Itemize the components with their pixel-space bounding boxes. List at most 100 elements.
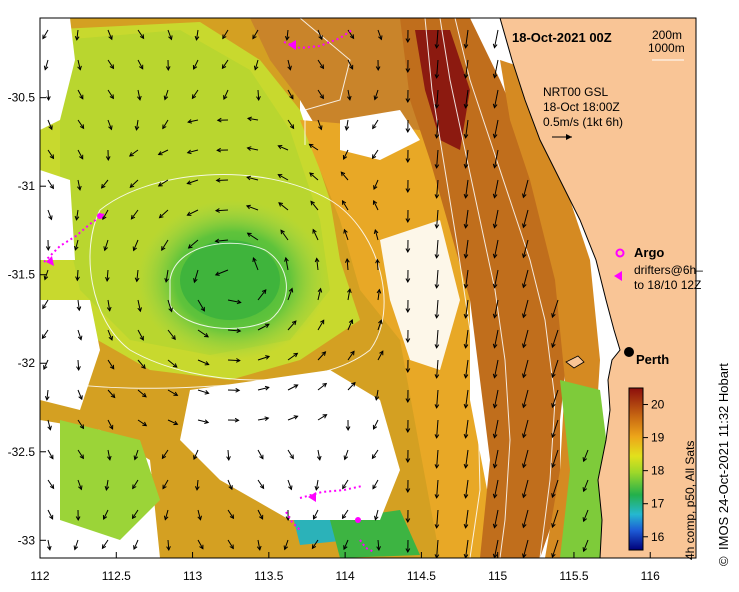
current-vector-head [100,183,106,189]
current-vector-head [551,523,556,529]
current-vector-head [204,333,209,338]
current-vector-head [372,124,377,130]
current-vector [465,269,469,288]
current-vector-head [223,95,228,101]
current-vector [42,29,49,39]
current-vector [43,359,49,370]
current-vector [77,359,80,371]
current-vector-head [79,454,84,460]
current-vector-head [49,154,55,160]
current-scale-arrowhead [566,134,572,140]
current-vector [197,359,209,366]
current-vector-head [318,125,323,131]
current-vector-head [376,288,382,294]
coastline [499,18,621,558]
current-vector [347,289,351,301]
current-vector-head [161,246,166,251]
current-vector-head [522,433,527,439]
current-vector-head [108,125,113,131]
current-vector-head [374,515,379,521]
current-vector [47,119,53,130]
current-scale: 0.5m/s (1kt 6h) [543,115,623,129]
current-vector [465,359,469,378]
current-vector-head [492,343,498,349]
current-vector [164,89,169,100]
current-vector [193,59,199,70]
current-vector [317,59,324,69]
current-vector [193,449,199,460]
current-vector-head [308,143,314,149]
current-vector [196,29,199,40]
current-vector [347,319,353,331]
current-vector-head [234,417,240,423]
current-vector [522,299,529,318]
current-vector [465,449,469,468]
current-vector [77,89,84,100]
current-vector-head [165,66,171,72]
current-vector [41,329,49,339]
current-vector-head [373,95,379,101]
current-vector [197,509,201,520]
current-vector [551,329,559,348]
current-vector-head [463,103,469,109]
current-vector-head [259,484,265,490]
current-vector [278,202,289,211]
current-vector [317,449,321,460]
current-vector [107,59,114,69]
current-vector-head [373,228,379,235]
drifter-heads [46,40,316,502]
current-vector-head [405,338,411,344]
current-vector [76,209,79,220]
current-vector-head [108,335,113,341]
current-vector-head [168,35,173,41]
current-vector-head [405,98,411,104]
current-vector [287,288,293,301]
current-vector [130,209,139,220]
current-vector-head [173,391,179,396]
current-vector [436,539,439,558]
current-vector [551,359,559,378]
copyright-symbol: © [716,556,731,566]
current-vector-head [43,275,49,281]
current-vector-head [204,361,210,366]
sst-south-green [330,510,420,558]
current-vector-head [551,403,556,409]
current-vector [522,329,529,348]
drifter-track [43,213,105,263]
current-vector-head [137,307,142,313]
current-vector [167,299,173,312]
current-vector [47,419,51,430]
current-vector-head [492,493,498,499]
current-vector-head [522,343,527,349]
current-vector-head [43,65,49,71]
current-vector [77,329,82,340]
current-vector-head [405,218,411,224]
perth-label: Perth [636,352,669,367]
current-vector [372,149,379,159]
current-vector [187,179,199,185]
colorbar: 20 19 18 17 16 4h comp, p50, All Sats [628,387,697,560]
current-vector-head [133,545,138,551]
current-vector [436,509,439,528]
current-vector [47,179,54,189]
colorbar-scale [628,387,644,551]
current-vector [257,323,270,331]
current-vector [247,117,259,121]
current-vector-head [109,424,114,430]
current-vector-head [284,36,290,41]
current-vector [107,449,111,460]
current-vector-head [405,488,411,494]
current-vector-head [256,96,261,102]
current-vector-head [522,493,527,499]
current-vector-head [463,43,469,49]
current-vector [107,29,113,40]
current-vector-head [139,34,145,40]
current-vector [215,269,229,276]
current-vector-head [434,404,440,409]
current-vector-head [173,420,179,426]
current-vector-head [104,485,110,491]
current-vector [494,389,499,408]
current-vector [371,449,379,459]
y-tick-label: -30.5 [8,91,36,105]
current-vector [465,59,469,78]
